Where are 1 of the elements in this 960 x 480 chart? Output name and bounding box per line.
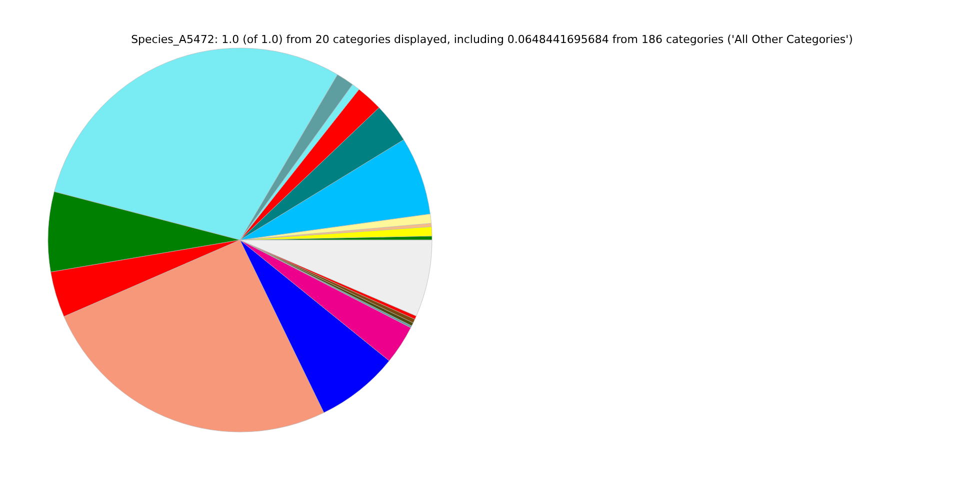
text: Species_A5472: 1.0 (of 1.0) from 20 categories displayed, including 0.0648441695684 from 186 categories ('All Other Categories') <box>131 33 853 46</box>
